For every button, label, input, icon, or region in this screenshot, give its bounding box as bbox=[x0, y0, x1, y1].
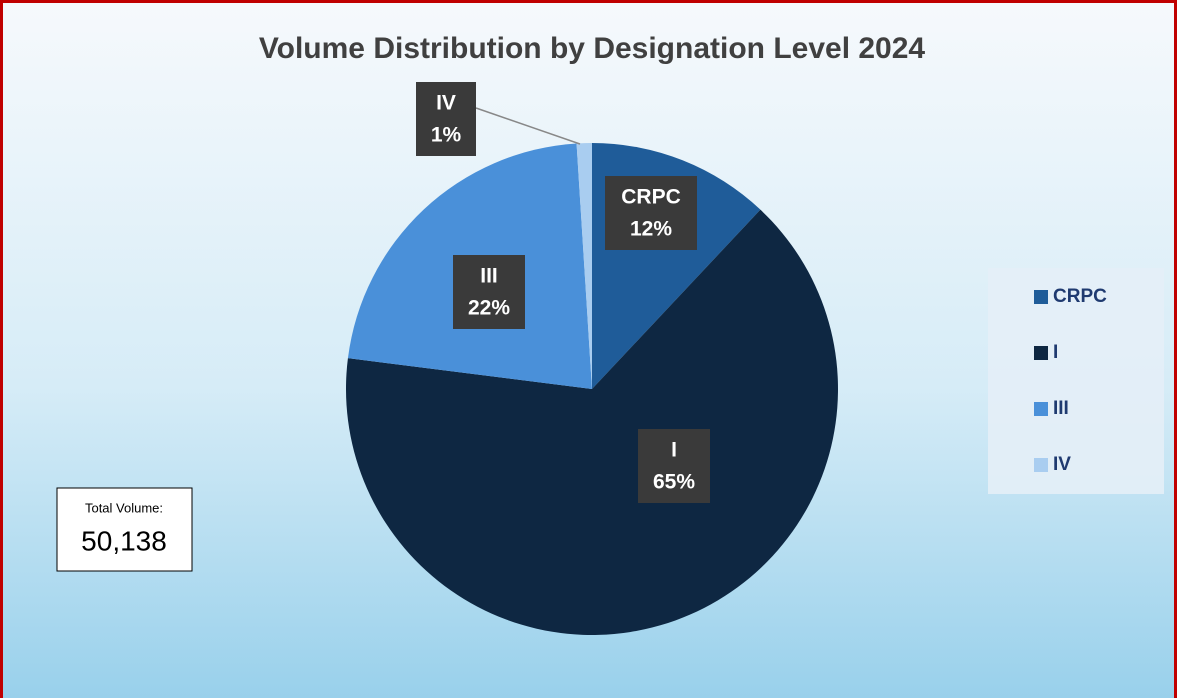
data-label-box bbox=[638, 429, 710, 503]
annotation-label: Total Volume: bbox=[85, 500, 163, 515]
data-label-category: CRPC bbox=[621, 186, 681, 209]
data-label-value: 22% bbox=[468, 297, 510, 320]
legend-label: I bbox=[1053, 342, 1058, 363]
data-label-category: IV bbox=[436, 92, 456, 115]
data-label-box bbox=[605, 176, 697, 250]
data-label-box bbox=[453, 255, 525, 329]
chart-title: Volume Distribution by Designation Level… bbox=[259, 32, 926, 65]
legend-swatch bbox=[1034, 402, 1048, 416]
pie-slice bbox=[576, 143, 592, 389]
data-label-category: III bbox=[480, 265, 498, 288]
data-label-value: 65% bbox=[653, 471, 695, 494]
legend-swatch bbox=[1034, 346, 1048, 360]
pie-slice bbox=[346, 209, 839, 636]
legend-label: III bbox=[1053, 398, 1069, 419]
legend-label: IV bbox=[1053, 454, 1071, 475]
data-label-value: 1% bbox=[431, 124, 462, 147]
legend-swatch bbox=[1034, 290, 1048, 304]
leader-line bbox=[475, 107, 581, 145]
data-label-category: I bbox=[671, 439, 677, 462]
annotation-box bbox=[56, 487, 193, 572]
data-label-value: 12% bbox=[630, 218, 672, 241]
legend-swatch bbox=[1034, 458, 1048, 472]
annotation-value: 50,138 bbox=[81, 525, 167, 556]
data-label-box bbox=[416, 82, 476, 156]
legend-box bbox=[988, 268, 1164, 494]
legend-label: CRPC bbox=[1053, 286, 1107, 307]
